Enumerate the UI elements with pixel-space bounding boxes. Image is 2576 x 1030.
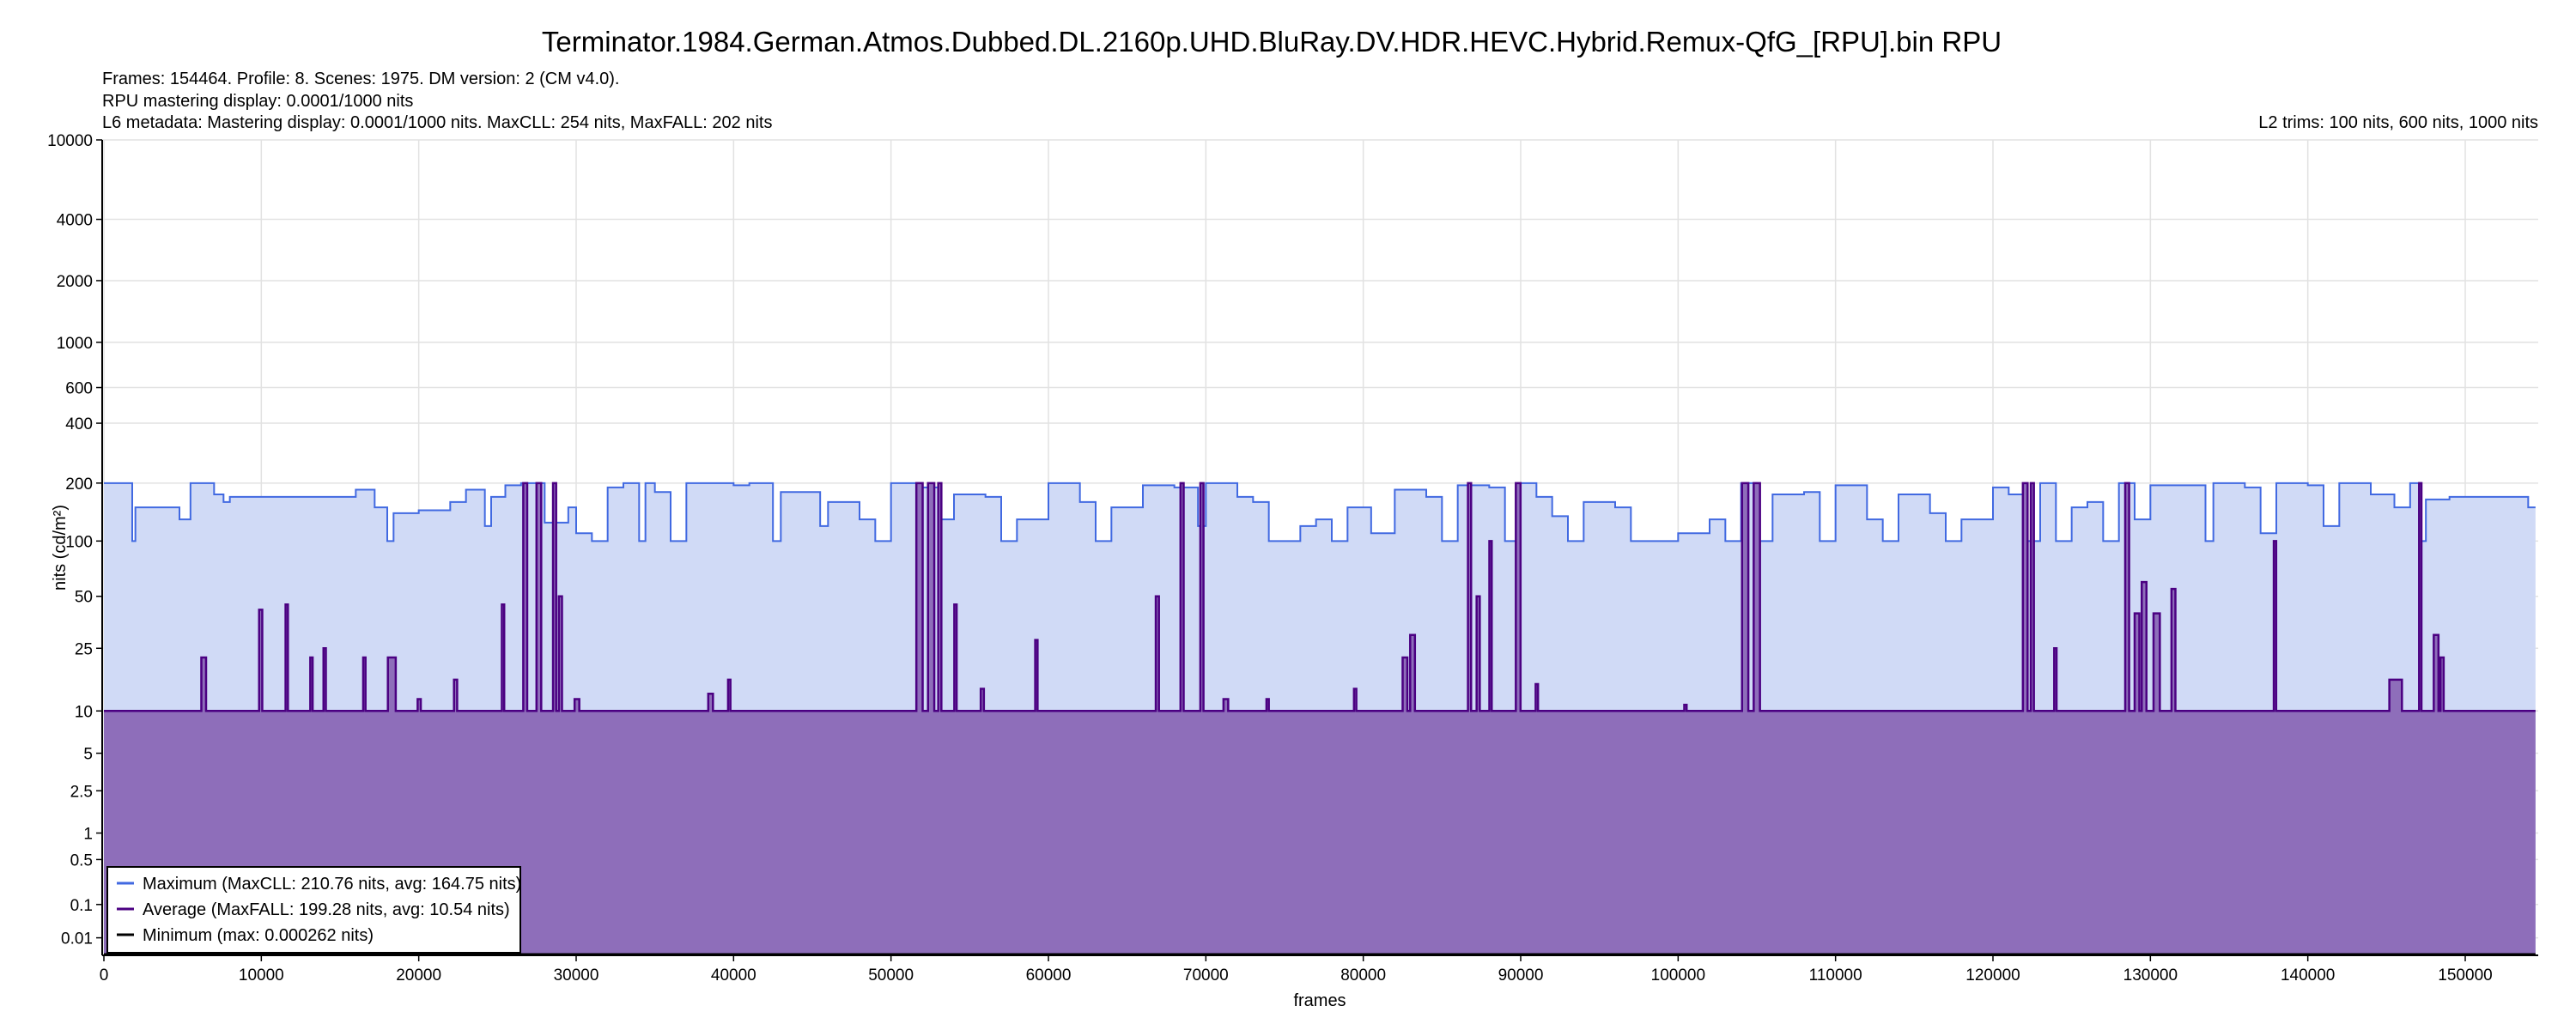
y-tick-label: 400 xyxy=(65,415,93,433)
x-tick-label: 150000 xyxy=(2438,966,2492,985)
series-marks xyxy=(104,482,2536,956)
info-line-mastering: RPU mastering display: 0.0001/1000 nits xyxy=(102,92,413,111)
y-tick-label: 100 xyxy=(65,533,93,551)
y-tick-label: 25 xyxy=(75,640,93,658)
y-tick-label: 4000 xyxy=(57,212,93,230)
axes: 1000040002000100060040020010050251052.51… xyxy=(47,132,2538,985)
x-axis-label: frames xyxy=(1293,991,1346,1010)
x-tick-label: 10000 xyxy=(239,966,284,985)
legend: Maximum (MaxCLL: 210.76 nits, avg: 164.7… xyxy=(106,866,521,954)
x-tick-label: 40000 xyxy=(711,966,756,985)
x-tick-label: 0 xyxy=(100,966,109,985)
x-tick-label: 60000 xyxy=(1026,966,1072,985)
x-tick-label: 140000 xyxy=(2281,966,2335,985)
y-tick-label: 2000 xyxy=(57,273,93,291)
l2-trims: L2 trims: 100 nits, 600 nits, 1000 nits xyxy=(2258,113,2538,132)
x-tick-label: 30000 xyxy=(554,966,599,985)
average-line xyxy=(104,482,2536,712)
y-tick-label: 600 xyxy=(65,380,93,398)
y-tick-label: 200 xyxy=(65,476,93,494)
y-tick-label: 50 xyxy=(75,589,93,607)
legend-label-average: Average (MaxFALL: 199.28 nits, avg: 10.5… xyxy=(143,900,510,919)
y-tick-label: 10000 xyxy=(47,132,93,150)
x-tick-label: 120000 xyxy=(1965,966,2020,985)
average-area xyxy=(104,482,2536,955)
x-tick-label: 130000 xyxy=(2123,966,2178,985)
y-tick-label: 0.1 xyxy=(70,897,93,915)
x-tick-label: 100000 xyxy=(1651,966,1705,985)
y-axis-label: nits (cd/m²) xyxy=(51,505,70,591)
x-tick-label: 80000 xyxy=(1340,966,1386,985)
x-tick-label: 70000 xyxy=(1183,966,1229,985)
x-tick-label: 20000 xyxy=(396,966,441,985)
x-tick-label: 50000 xyxy=(868,966,914,985)
y-tick-label: 0.5 xyxy=(70,851,93,869)
info-line-frames: Frames: 154464. Profile: 8. Scenes: 1975… xyxy=(102,70,619,88)
y-tick-label: 1000 xyxy=(57,335,93,353)
y-tick-label: 1 xyxy=(83,826,93,844)
y-tick-label: 10 xyxy=(75,703,93,721)
info-line-l6: L6 metadata: Mastering display: 0.0001/1… xyxy=(102,113,772,132)
x-tick-label: 110000 xyxy=(1809,966,1862,985)
y-tick-label: 0.01 xyxy=(61,930,93,948)
chart-title: Terminator.1984.German.Atmos.Dubbed.DL.2… xyxy=(542,26,2002,58)
y-tick-label: 5 xyxy=(83,746,93,764)
legend-box xyxy=(106,866,521,954)
legend-label-maximum: Maximum (MaxCLL: 210.76 nits, avg: 164.7… xyxy=(143,875,521,894)
y-tick-label: 2.5 xyxy=(70,783,93,801)
x-tick-label: 90000 xyxy=(1498,966,1544,985)
legend-label-minimum: Minimum (max: 0.000262 nits) xyxy=(143,926,374,945)
maximum-line xyxy=(104,482,2536,542)
